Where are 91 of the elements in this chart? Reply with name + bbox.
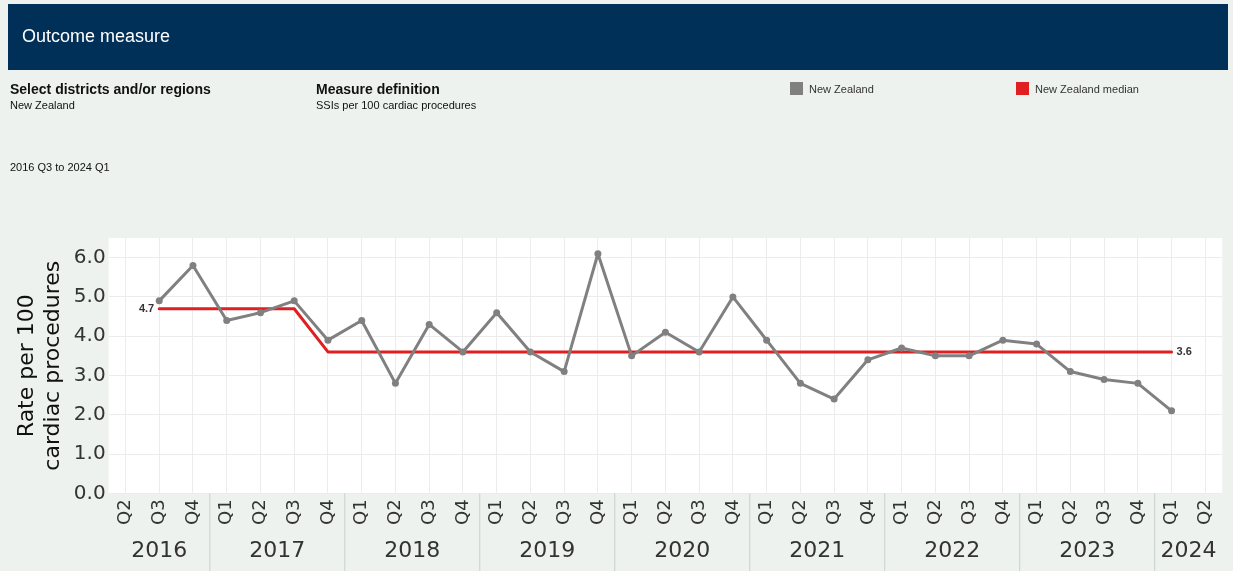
- point: [560, 368, 568, 376]
- point: [391, 379, 399, 387]
- point: [931, 352, 939, 360]
- x-tick-label: Q3: [821, 499, 843, 525]
- text: SSIs per 100 cardiac procedures: [316, 99, 477, 111]
- point: [898, 344, 906, 352]
- y-axis-title: Rate per 100 cardiac procedures: [12, 260, 65, 471]
- point: [1033, 340, 1041, 348]
- x-tick-label: Q1: [484, 499, 506, 525]
- point: [425, 320, 433, 328]
- point: [1134, 379, 1142, 387]
- text: New Zealand: [10, 99, 75, 111]
- point: [459, 348, 467, 356]
- x-tick-label: Q1: [889, 499, 911, 525]
- legend-label: New Zealand: [809, 82, 874, 95]
- x-tick-label: Q1: [619, 499, 641, 525]
- x-tick-label: Q1: [214, 499, 236, 525]
- chart-title: Outcome measure: [22, 26, 171, 47]
- x-tick-label: Q1: [754, 499, 776, 525]
- x-tick-label: Q3: [416, 499, 438, 525]
- x-tick-label: Q3: [551, 499, 573, 525]
- point: [189, 262, 197, 269]
- y-tick-label: 2.0: [73, 401, 106, 425]
- text: 2022: [924, 536, 981, 562]
- x-tick-label: Q4: [585, 499, 607, 525]
- x-tick-label: Q3: [146, 499, 168, 525]
- point: [729, 293, 737, 301]
- x-tick-label: Q2: [248, 499, 270, 525]
- text: 2017: [249, 536, 306, 562]
- x-tick-label: Q4: [855, 499, 877, 525]
- x-tick-label: Q2: [113, 499, 135, 525]
- point: [796, 379, 804, 387]
- point: [965, 352, 973, 360]
- point: [1168, 407, 1176, 415]
- text: 2021: [789, 536, 846, 562]
- point: [526, 348, 534, 356]
- text: 2016 Q3 to 2024 Q1: [10, 161, 110, 173]
- x-tick-label: Q4: [315, 499, 337, 525]
- x-tick-label: Q4: [450, 499, 472, 525]
- point: [324, 336, 332, 344]
- data-label: 3.6: [1176, 344, 1192, 357]
- point: [358, 317, 366, 325]
- point: [256, 309, 264, 317]
- text: 2020: [654, 536, 711, 562]
- text: 2019: [519, 536, 576, 562]
- x-tick-label: Q2: [788, 499, 810, 525]
- x-tick-label: Q1: [1024, 499, 1046, 525]
- point: [493, 309, 501, 317]
- x-tick-label: Q3: [1091, 499, 1113, 525]
- x-tick-label: Q2: [383, 499, 405, 525]
- x-tick-label: Q2: [923, 499, 945, 525]
- y-tick-label: 5.0: [73, 283, 106, 308]
- y-tick-label: 1.0: [73, 440, 106, 465]
- x-tick-label: Q3: [686, 499, 708, 525]
- x-tick-label: Q1: [1159, 499, 1181, 525]
- x-tick-label: Q3: [281, 499, 303, 525]
- point: [763, 336, 771, 344]
- legend-label: New Zealand median: [1035, 82, 1139, 95]
- point: [864, 356, 872, 364]
- y-tick-label: 4.0: [73, 322, 106, 347]
- text: 2023: [1059, 536, 1116, 562]
- point: [830, 395, 838, 403]
- text: 2016: [131, 536, 188, 562]
- x-tick-label: Q3: [956, 499, 978, 525]
- point: [290, 297, 298, 305]
- x-tick-label: Q2: [1058, 499, 1080, 525]
- text: 2018: [384, 536, 441, 562]
- text: Select districts and/or regions: [10, 81, 211, 97]
- x-tick-label: Q4: [720, 499, 742, 525]
- point: [695, 348, 703, 356]
- point: [628, 352, 636, 360]
- point: [223, 317, 231, 325]
- point: [155, 297, 163, 305]
- x-tick-label: Q2: [518, 499, 540, 525]
- point: [999, 336, 1007, 344]
- data-label: 4.7: [138, 301, 155, 314]
- y-tick-label: 3.0: [73, 361, 106, 386]
- y-tick-label: 6.0: [73, 243, 106, 268]
- x-tick-label: Q1: [349, 499, 371, 525]
- y-tick-label: 0.0: [73, 479, 106, 504]
- x-tick-label: Q4: [180, 499, 202, 525]
- text: 2024: [1160, 536, 1217, 562]
- point: [1066, 368, 1074, 376]
- x-tick-label: Q2: [653, 499, 675, 525]
- point: [1100, 375, 1108, 383]
- point: [661, 328, 669, 336]
- x-tick-label: Q4: [1125, 499, 1147, 525]
- point: [594, 250, 602, 258]
- x-tick-label: Q4: [990, 499, 1012, 525]
- x-tick-label: Q2: [1193, 499, 1214, 525]
- text: Measure definition: [316, 81, 440, 97]
